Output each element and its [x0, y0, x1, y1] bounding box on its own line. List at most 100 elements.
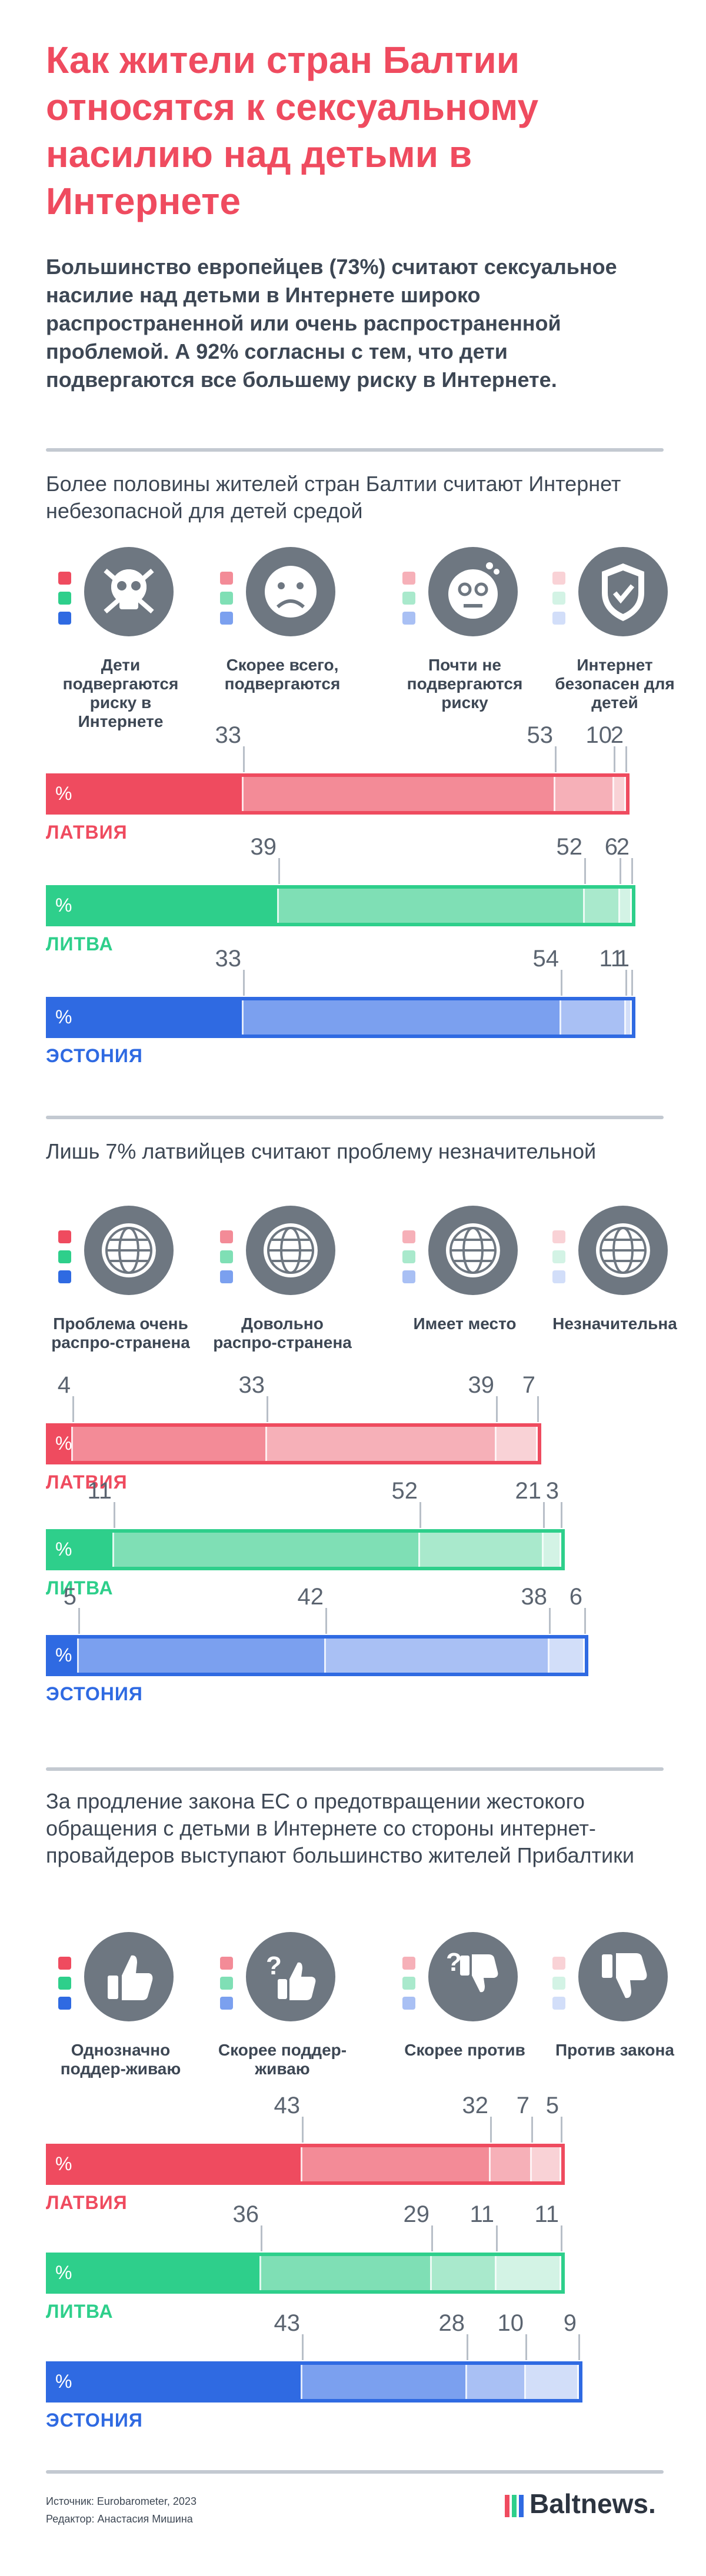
legend-category: Незначительна	[544, 1206, 685, 1376]
baltnews-logo: Baltnews.	[505, 2487, 664, 2522]
value-tick	[614, 746, 615, 772]
thumbs-up-question-icon: ?	[246, 1932, 335, 2021]
value-label: 52	[556, 834, 583, 860]
percent-sign: %	[55, 1006, 72, 1027]
value-tick	[561, 970, 562, 996]
bar-segment	[79, 1639, 326, 1673]
legend-label: Скорее всего, подвергаются	[224, 656, 341, 693]
thumbs-down-icon	[578, 1932, 668, 2021]
bar-segment	[261, 2256, 432, 2290]
divider	[46, 1767, 664, 1771]
value-tick	[325, 1608, 327, 1634]
bar-segment	[49, 1533, 114, 1567]
color-swatch	[58, 612, 71, 625]
value-tick	[584, 858, 586, 884]
country-label: ЛИТВА	[46, 2301, 114, 2322]
legend-label: Дети подвергаются риску в Интернете	[62, 656, 179, 730]
color-swatch	[58, 1957, 71, 1970]
value-tick	[243, 746, 245, 772]
value-label: 39	[250, 834, 277, 860]
value-label: 9	[563, 2310, 577, 2336]
bar-segment	[49, 1427, 73, 1461]
color-swatch	[552, 592, 565, 605]
value-label: 38	[521, 1584, 548, 1610]
color-swatch	[220, 1977, 233, 1990]
intro-text: Большинство европейцев (73%) считают сек…	[46, 255, 617, 392]
shield-check-icon	[578, 547, 668, 636]
percent-sign: %	[55, 1644, 72, 1666]
bar-segment	[561, 1000, 626, 1035]
value-tick	[431, 2225, 433, 2251]
svg-text:?: ?	[446, 1948, 462, 1977]
value-tick	[490, 2117, 492, 2143]
stacked-bar: %	[46, 997, 635, 1038]
value-label: 10	[585, 722, 612, 748]
stacked-bar: %	[46, 2361, 582, 2403]
color-swatch	[402, 592, 415, 605]
value-tick	[578, 2334, 580, 2360]
value-label: 11	[599, 946, 624, 972]
value-label: 36	[232, 2201, 259, 2227]
bar-segment	[432, 2256, 497, 2290]
legend-category: Против закона	[544, 1932, 685, 2103]
color-swatch	[220, 1957, 233, 1970]
section-title: Более половины жителей стран Балтии счит…	[46, 472, 621, 523]
legend-category: ? Скорее против	[394, 1932, 535, 2103]
country-bar-group: 43 28 10 9% ЭСТОНИЯ	[0, 2308, 706, 2431]
value-label: 7	[522, 1372, 535, 1398]
globe-icon	[428, 1206, 518, 1295]
bar-segment	[267, 1427, 497, 1461]
value-tick	[525, 2334, 527, 2360]
value-label: 1	[616, 946, 630, 972]
bar-segment	[302, 2147, 491, 2181]
thumbs-up-icon	[84, 1932, 174, 2021]
legend-category: Имеет место	[394, 1206, 535, 1376]
divider	[46, 448, 664, 452]
legend-category: Скорее всего, подвергаются	[212, 547, 353, 718]
country-bar-group: 43 32 7 5% ЛАТВИЯ	[0, 2091, 706, 2213]
logo-text: Baltnews.	[530, 2488, 656, 2519]
legend-label: Незначительна	[552, 1314, 677, 1333]
legend-label: Довольно распро-странена	[213, 1314, 352, 1352]
color-swatch	[552, 572, 565, 585]
stacked-bar: %	[46, 1423, 541, 1464]
bar-segment	[614, 777, 626, 811]
value-tick	[496, 1396, 498, 1422]
color-swatch	[58, 572, 71, 585]
value-tick	[555, 746, 557, 772]
legend-category: Почти не подвергаются риску	[394, 547, 535, 718]
value-tick	[419, 1502, 421, 1528]
source-note: Источник: Eurobarometer, 2023	[46, 2495, 197, 2507]
value-label: 2	[610, 722, 624, 748]
bar-segment	[49, 1000, 244, 1035]
bar-segment	[550, 1639, 585, 1673]
color-swatch	[58, 1270, 71, 1283]
value-label: 10	[497, 2310, 524, 2336]
color-swatch	[220, 1270, 233, 1283]
value-label: 6	[604, 834, 618, 860]
percent-sign: %	[55, 2153, 72, 2174]
bar-segment	[585, 889, 620, 923]
percent-sign: %	[55, 2262, 72, 2283]
stacked-bar: %	[46, 2144, 565, 2185]
stacked-bar: %	[46, 885, 635, 926]
value-label: 2	[616, 834, 630, 860]
bar-segment	[73, 1427, 267, 1461]
country-label: ЛАТВИЯ	[46, 822, 128, 843]
legend-category: Проблема очень распро-странена	[50, 1206, 191, 1376]
color-swatch	[220, 1997, 233, 2010]
color-swatch	[402, 1270, 415, 1283]
bar-segment	[326, 1639, 550, 1673]
value-label: 7	[516, 2093, 530, 2118]
color-swatch	[220, 572, 233, 585]
value-tick	[620, 858, 621, 884]
value-tick	[261, 2225, 262, 2251]
bar-segment	[555, 777, 614, 811]
bar-segment	[114, 1533, 420, 1567]
bar-segment	[49, 1639, 79, 1673]
legend-label: Имеет место	[413, 1314, 517, 1333]
bar-segment	[49, 889, 279, 923]
color-swatch	[402, 1997, 415, 2010]
value-tick	[561, 2117, 562, 2143]
country-bar-group: 5 42 38 6% ЭСТОНИЯ	[0, 1582, 706, 1704]
